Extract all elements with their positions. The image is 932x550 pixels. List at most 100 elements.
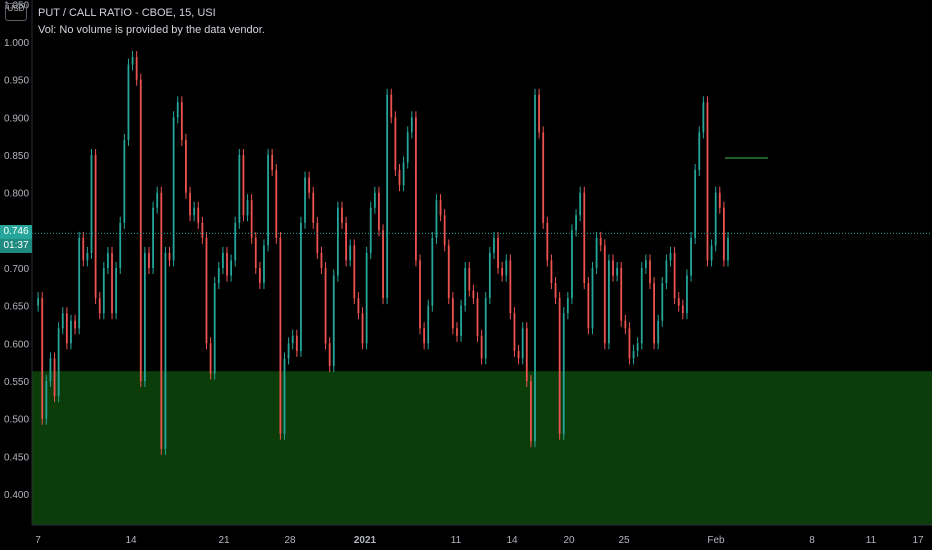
candle-body <box>168 252 171 261</box>
candle-body <box>632 350 635 359</box>
candle-body <box>279 237 282 434</box>
candle-body <box>234 222 237 261</box>
x-tick-label: Feb <box>707 535 725 546</box>
symbol-legend[interactable]: PUT / CALL RATIO - CBOE, 15, USI <box>38 7 216 19</box>
candle-body <box>603 245 606 344</box>
candle-body <box>402 162 405 186</box>
candle-body <box>608 260 610 344</box>
candle-body <box>640 268 643 344</box>
y-tick-label: 0.700 <box>4 264 29 275</box>
candle-body <box>45 381 48 419</box>
candle-body <box>599 237 602 246</box>
candle-body <box>180 102 183 140</box>
candle-body <box>571 230 573 299</box>
candle-body <box>341 207 343 223</box>
candle-body <box>562 313 565 434</box>
candle-body <box>386 94 389 299</box>
candle-body <box>90 155 93 253</box>
candle-body <box>690 237 692 276</box>
candle-body <box>702 102 705 133</box>
candle-body <box>591 268 594 329</box>
candle-body <box>521 328 524 359</box>
candle-body <box>226 252 228 276</box>
candles-layer <box>37 51 729 455</box>
candle-body <box>135 57 138 80</box>
candle-body <box>209 343 212 374</box>
candle-body <box>152 207 154 268</box>
candle-body <box>320 252 323 268</box>
candle-body <box>419 260 421 329</box>
candle-body <box>694 170 697 238</box>
candle-body <box>538 94 541 133</box>
candle-body <box>686 275 688 314</box>
candle-body <box>287 343 290 359</box>
x-tick-label: 7 <box>35 535 41 546</box>
candle-body <box>123 139 126 223</box>
candle-body <box>353 245 356 299</box>
candle-body <box>727 237 729 261</box>
marker-layer <box>32 157 932 234</box>
candle-body <box>127 64 130 140</box>
candle-body <box>456 328 458 336</box>
candle-body <box>53 358 56 397</box>
candle-body <box>673 252 676 299</box>
candle-body <box>616 268 619 276</box>
currency-selector[interactable]: USD <box>5 3 27 21</box>
candle-body <box>439 200 442 216</box>
candle-body <box>398 170 401 186</box>
candle-body <box>423 328 426 344</box>
candle-body <box>451 298 454 329</box>
candle-body <box>390 94 393 118</box>
candle-body <box>263 245 265 284</box>
y-tick-label: 1.000 <box>4 38 29 49</box>
candle-body <box>534 94 536 442</box>
candle-body <box>304 177 306 223</box>
candle-body <box>332 275 335 366</box>
candle-body <box>378 192 380 231</box>
y-tick-label: 0.800 <box>4 189 29 200</box>
candle-body <box>525 328 528 381</box>
candle-body <box>468 268 471 291</box>
candle-body <box>677 298 680 306</box>
candle-body <box>107 252 109 268</box>
x-tick-label: 25 <box>618 535 630 546</box>
bar-countdown: 01:37 <box>0 239 32 253</box>
candle-body <box>628 328 631 359</box>
candle-body <box>70 320 72 344</box>
candle-body <box>349 245 352 261</box>
candle-body <box>406 132 409 163</box>
candle-body <box>308 177 311 193</box>
candle-body <box>722 207 725 261</box>
candle-body <box>554 283 557 299</box>
candle-body <box>295 335 298 351</box>
candle-body <box>98 298 101 314</box>
candle-body <box>513 313 516 351</box>
candle-body <box>312 192 315 223</box>
candle-body <box>189 192 191 216</box>
x-tick-label: 28 <box>284 535 296 546</box>
candle-body <box>291 335 294 344</box>
candle-body <box>148 252 150 268</box>
candle-body <box>447 245 450 299</box>
candle-body <box>357 298 360 314</box>
candle-body <box>620 268 623 321</box>
x-tick-label: 11 <box>866 535 877 546</box>
currency-label: USD <box>7 4 25 13</box>
volume-note: Vol: No volume is provided by the data v… <box>38 24 265 36</box>
candle-body <box>669 252 672 261</box>
candle-body <box>164 252 167 449</box>
candle-body <box>410 117 413 133</box>
candle-body <box>111 252 113 314</box>
candle-body <box>176 102 179 118</box>
candle-body <box>566 298 569 314</box>
y-tick-label: 0.550 <box>4 377 29 388</box>
x-tick-label: 21 <box>218 535 230 546</box>
x-tick-label: 8 <box>809 535 815 546</box>
candle-body <box>365 252 368 344</box>
candle-body <box>102 268 105 314</box>
candle-body <box>649 260 651 284</box>
candle-body <box>205 237 208 344</box>
y-tick-label: 0.950 <box>4 76 29 87</box>
candle-body <box>254 237 257 268</box>
